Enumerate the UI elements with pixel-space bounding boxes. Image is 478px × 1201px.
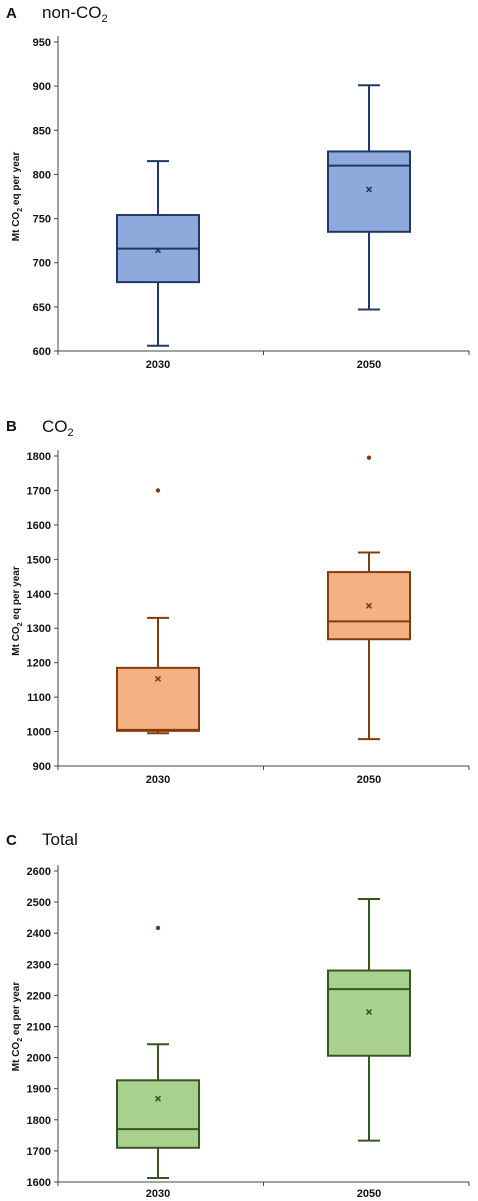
iqr-box	[116, 666, 200, 732]
y-tick-label: 700	[33, 258, 51, 270]
y-tick-label: 1800	[27, 451, 51, 463]
y-tick-label: 800	[33, 169, 51, 181]
mean-marker	[154, 1095, 162, 1102]
panel-letter: A	[6, 5, 17, 22]
y-tick-label: 1500	[27, 554, 51, 566]
y-tick-label: 900	[33, 81, 51, 93]
mean-marker	[154, 675, 162, 682]
y-tick-label: 2600	[27, 866, 51, 878]
y-tick-label: 2000	[27, 1053, 51, 1065]
panel-title: Total	[42, 830, 78, 849]
y-tick-label: 2200	[27, 990, 51, 1002]
y-tick-label: 2300	[27, 959, 51, 971]
y-tick-label: 2400	[27, 928, 51, 940]
y-axis-label-subscript: 2	[17, 208, 24, 212]
panel-letter: B	[6, 418, 17, 435]
outlier-point	[366, 455, 372, 460]
y-axis-label-subscript: 2	[17, 1038, 24, 1042]
y-tick-label: 950	[33, 37, 51, 49]
panel-c: C Total Mt CO2 eq per year 1600 1700 1800 1900…	[6, 830, 470, 1200]
panel-title-subscript: 2	[68, 427, 74, 439]
iqr-box	[327, 150, 411, 233]
box-2050	[327, 897, 411, 1142]
panel-title: CO2	[42, 417, 74, 439]
y-tick-label: 1400	[27, 589, 51, 601]
box-2050	[327, 84, 411, 311]
y-axis-label-suffix: eq per year	[11, 152, 22, 208]
x-tick-label: 2050	[357, 1188, 381, 1200]
y-axis-label-suffix: eq per year	[11, 982, 22, 1038]
panel-letter: C	[6, 832, 17, 849]
y-tick-label: 1900	[27, 1084, 51, 1096]
outlier-point	[155, 488, 161, 493]
panel-title-main: non-CO	[42, 3, 102, 22]
y-axis-label-suffix: eq per year	[11, 566, 22, 622]
y-axis-label-subscript: 2	[17, 622, 24, 626]
y-tick-label: 1700	[27, 485, 51, 497]
y-tick-label: 1100	[27, 692, 51, 704]
mean-marker	[365, 1008, 373, 1015]
y-tick-label: 900	[33, 761, 51, 773]
y-tick-label: 1000	[27, 727, 51, 739]
y-axis-label: Mt CO2 eq per year	[11, 566, 24, 656]
y-tick-label: 1700	[27, 1146, 51, 1158]
x-tick-label: 2050	[357, 359, 381, 371]
mean-marker	[365, 602, 373, 609]
y-tick-label: 1600	[27, 1177, 51, 1189]
box-2050	[327, 455, 411, 741]
x-tick-label: 2030	[146, 774, 170, 786]
box-2030	[116, 488, 200, 735]
panel-title-main: Total	[42, 830, 78, 849]
y-tick-label: 600	[33, 346, 51, 358]
mean-marker	[154, 247, 162, 254]
box-2030	[116, 160, 200, 347]
x-tick-label: 2030	[146, 359, 170, 371]
panel-title-main: CO	[42, 417, 68, 436]
panel-title: non-CO2	[42, 3, 108, 25]
y-axis-label: Mt CO2 eq per year	[11, 982, 24, 1072]
mean-marker	[365, 186, 373, 193]
y-tick-label: 850	[33, 125, 51, 137]
iqr-box	[116, 1079, 200, 1149]
y-axis-label-text: Mt CO	[11, 626, 22, 656]
y-tick-label: 1200	[27, 658, 51, 670]
y-tick-label: 2500	[27, 897, 51, 909]
y-axis-label-text: Mt CO	[11, 212, 22, 242]
y-axis-label-text: Mt CO	[11, 1042, 22, 1072]
y-tick-label: 1600	[27, 520, 51, 532]
y-tick-label: 1300	[27, 623, 51, 635]
x-tick-label: 2050	[357, 774, 381, 786]
iqr-box	[327, 969, 411, 1057]
x-tick-label: 2030	[146, 1188, 170, 1200]
y-tick-label: 750	[33, 214, 51, 226]
y-tick-label: 650	[33, 302, 51, 314]
box-2030	[116, 925, 200, 1179]
panel-title-subscript: 2	[102, 13, 108, 25]
y-axis-label: Mt CO2 eq per year	[11, 152, 24, 242]
y-tick-label: 2100	[27, 1022, 51, 1034]
y-tick-label: 1800	[27, 1115, 51, 1127]
outlier-point	[155, 925, 161, 931]
